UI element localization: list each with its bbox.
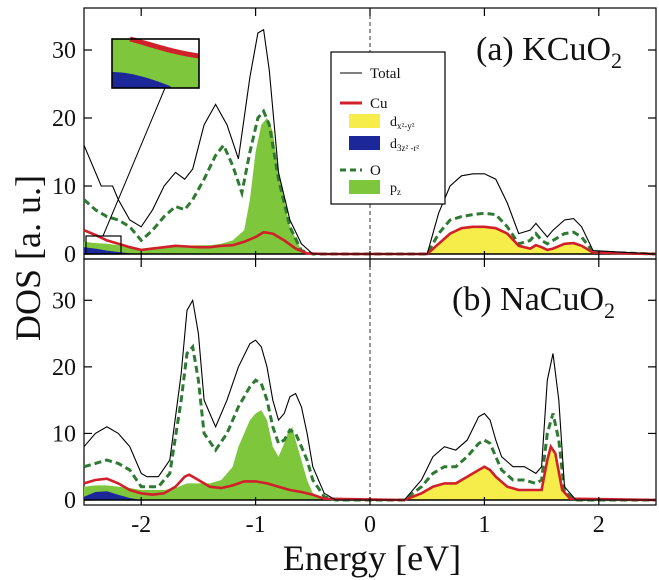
x-tick-label: -1 (246, 512, 266, 538)
panel-a-dx2y2-area (84, 226, 656, 254)
inset-frame (111, 38, 200, 89)
zoom-connector-line (102, 87, 166, 237)
x-tick-label: 1 (478, 512, 490, 538)
zoom-inset (85, 36, 200, 255)
panel-a-y-tick-label: 10 (52, 174, 76, 200)
panel-b-y-tick-label: 0 (64, 488, 76, 514)
panel-a-cu-line (83, 225, 657, 256)
panel-b-y-tick-label: 20 (52, 355, 76, 381)
legend-dx2y2-label: dx²-y² (390, 115, 415, 131)
panel-a-y-tick-label: 0 (64, 242, 76, 268)
x-tick-label: 2 (593, 512, 605, 538)
x-tick-label: -2 (131, 512, 151, 538)
inset-cu-line (129, 36, 200, 59)
panel-b-label: (b) NaCuO2 (452, 281, 615, 323)
legend-o-label: O (370, 163, 381, 179)
x-axis-title: Energy [eV] (283, 538, 461, 578)
panel-a-label: (a) KCuO2 (476, 31, 622, 73)
panel-b-y-tick-label: 30 (52, 288, 76, 314)
panel-b-cu-line (83, 443, 657, 502)
legend-cu-label: Cu (370, 96, 388, 112)
legend-total-label: Total (370, 66, 401, 82)
panel-b-pz-area (84, 410, 656, 500)
panel-a-y-tick-label: 30 (52, 38, 76, 64)
panel-kcuo2: 0 10 20 30 (a) KCuO2 Total Cu dx²-y² d3z² -… (52, 7, 657, 268)
panel-b-o-line (83, 343, 656, 502)
legend-pz-swatch (349, 180, 380, 194)
panel-b-y-tick-label: 10 (52, 421, 76, 447)
panel-a-total-line (83, 28, 657, 255)
panel-a-y-tick-label: 20 (52, 106, 76, 132)
legend-d3z2r2-label: d3z² -r² (390, 137, 419, 153)
inset-d3z2r2-area (112, 72, 172, 88)
legend-d3z2r2-swatch (349, 136, 380, 150)
panel-nacuo2: 0 10 20 30 (b) NaCuO2 (52, 258, 657, 514)
legend-dx2y2-swatch (349, 114, 380, 128)
x-tick-label: 0 (364, 512, 376, 538)
y-axis-title: DOS [a. u.] (8, 175, 48, 341)
legend-pz-label: pz (390, 181, 401, 197)
legend: Total Cu dx²-y² d3z² -r² O pz (330, 51, 446, 205)
panel-b-total-line (83, 298, 656, 501)
panel-a-o-line (82, 108, 657, 256)
